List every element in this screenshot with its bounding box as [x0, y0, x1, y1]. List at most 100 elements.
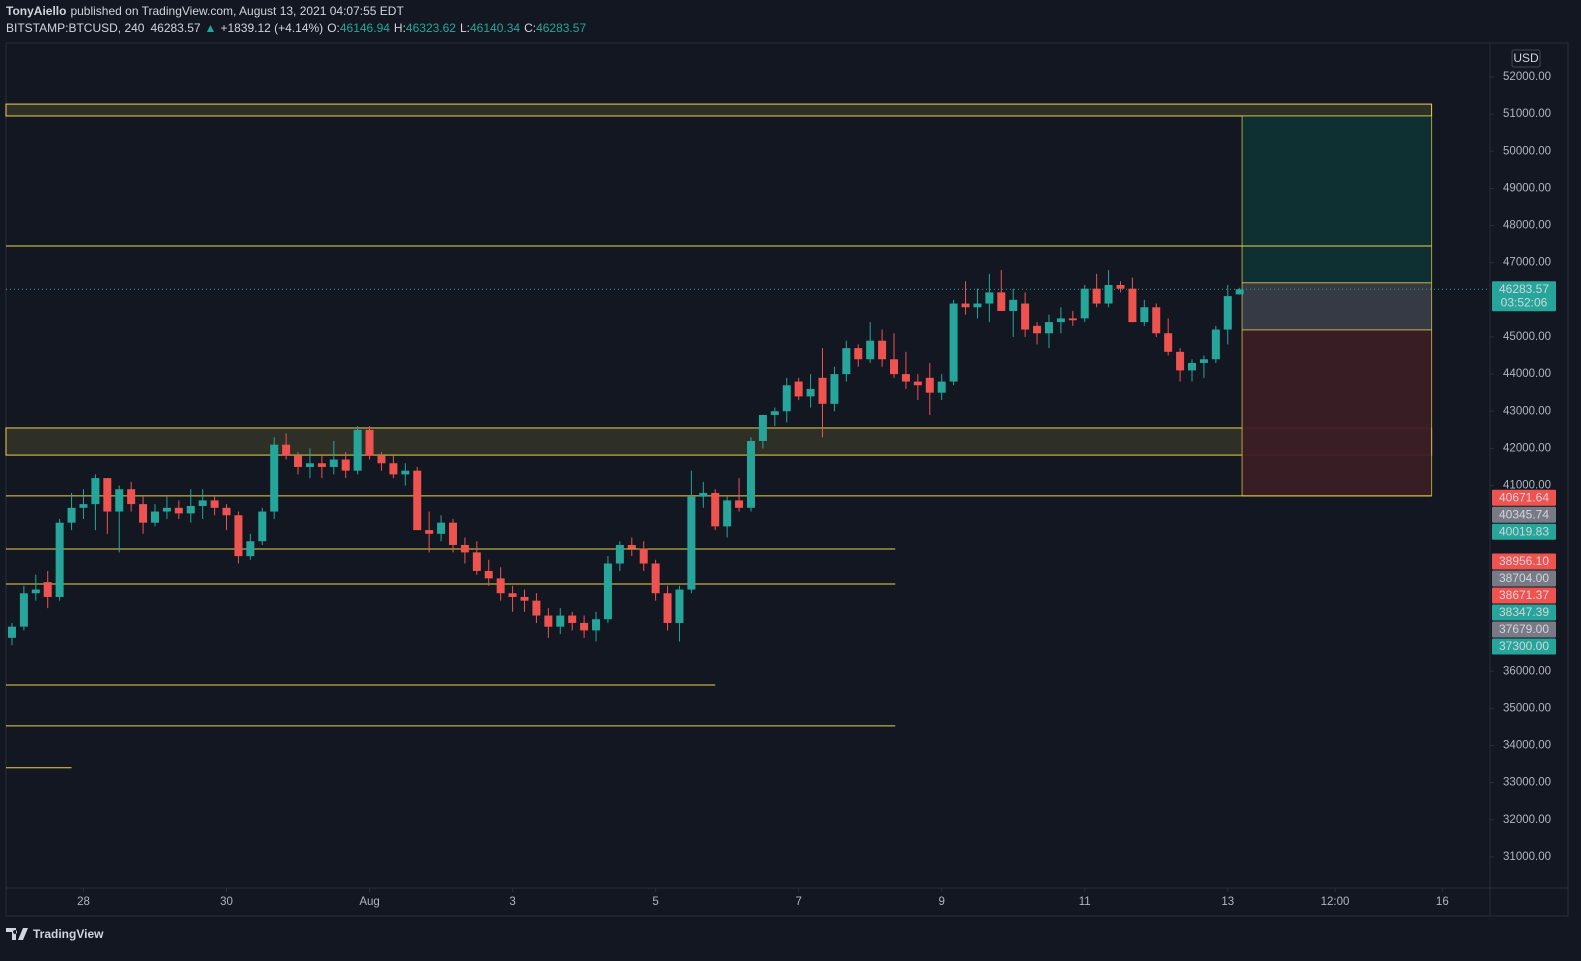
candle-body: [1176, 351, 1185, 371]
price-label: 38671.37: [1499, 588, 1549, 602]
price-label: 46283.57: [1499, 282, 1549, 296]
candle-body: [639, 548, 648, 564]
y-tick-label: 48000.00: [1503, 220, 1551, 232]
price-label-box: [1492, 570, 1556, 587]
price-label: 37679.00: [1499, 622, 1549, 636]
candle-body: [1199, 359, 1208, 363]
y-tick-label: 51000.00: [1503, 108, 1551, 120]
candle-body: [1140, 307, 1149, 323]
target-zone: [1242, 115, 1432, 283]
x-tick-label: 11: [1079, 896, 1091, 908]
candle-body: [329, 459, 338, 467]
candle-body: [1068, 318, 1077, 321]
candle-body: [1044, 322, 1053, 334]
candle-body: [1033, 325, 1042, 334]
candle-body: [1009, 299, 1018, 311]
candle-body: [282, 444, 291, 456]
plot: [5, 103, 1490, 769]
candle-body: [961, 303, 970, 308]
ohlc-key: H:: [394, 21, 406, 35]
x-tick-label: 13: [1221, 896, 1234, 908]
candle-body: [615, 544, 624, 564]
price-label: 40019.83: [1499, 524, 1549, 538]
candle-body: [699, 492, 708, 497]
candle-body: [484, 570, 493, 579]
y-tick-label: 43000.00: [1503, 405, 1551, 417]
candle-body: [186, 505, 195, 514]
candle-body: [592, 619, 601, 631]
candle-body: [1080, 288, 1089, 319]
price-label-box: [1492, 553, 1556, 570]
y-tick-label: 45000.00: [1503, 331, 1551, 343]
candle-body: [890, 359, 899, 375]
candle-body: [830, 374, 839, 404]
candle-body: [663, 593, 672, 623]
candle-body: [305, 463, 314, 467]
candle-body: [651, 563, 660, 594]
candle-body: [377, 455, 386, 464]
candle-body: [711, 492, 720, 527]
candle-body: [7, 626, 16, 638]
price-label-box: [1492, 604, 1556, 621]
y-tick-label: 42000.00: [1503, 442, 1551, 454]
candle-body: [603, 563, 612, 620]
candle-body: [198, 500, 207, 506]
candle-body: [687, 496, 696, 590]
candle-body: [496, 578, 505, 594]
candle-body: [806, 388, 815, 397]
candle-body: [448, 522, 457, 545]
countdown: 03:52:06: [1501, 295, 1548, 309]
candle-body: [723, 500, 732, 527]
entry-zone: [1242, 282, 1432, 330]
ohlc-key: L:: [460, 21, 470, 35]
candle-body: [556, 615, 565, 627]
candle-body: [997, 292, 1006, 311]
ohlc-key: O:: [327, 21, 340, 35]
candle-body: [294, 455, 303, 467]
y-tick-label: 41000.00: [1503, 480, 1551, 492]
candle-body: [1188, 362, 1197, 371]
candle-body: [520, 596, 529, 601]
logo-icon: [6, 928, 28, 940]
candle-body: [1056, 318, 1065, 323]
candle-body: [901, 374, 910, 382]
price-label: 38704.00: [1499, 571, 1549, 585]
candle-body: [43, 582, 52, 597]
candle-body: [770, 411, 779, 415]
price-label: 38347.39: [1499, 605, 1549, 619]
published: published on TradingView.com, August 13,…: [70, 4, 404, 18]
y-tick-label: 52000.00: [1503, 71, 1551, 83]
y-tick-label: 34000.00: [1503, 740, 1551, 752]
candle-body: [31, 589, 40, 594]
candle-body: [79, 504, 88, 508]
x-tick-label: 7: [795, 896, 801, 908]
candle-body: [365, 429, 374, 456]
candle-body: [246, 541, 255, 557]
candle-body: [675, 589, 684, 623]
symbol: BITSTAMP:BTCUSD, 240: [6, 21, 145, 35]
currency: USD: [1513, 51, 1539, 65]
candle-body: [317, 463, 326, 467]
x-tick-label: 9: [938, 896, 944, 908]
candle-body: [949, 303, 958, 382]
x-tick-label: Aug: [359, 896, 379, 908]
candle-body: [854, 348, 863, 360]
x-tick-label: 16: [1436, 896, 1449, 908]
candle-body: [627, 544, 636, 549]
candle-body: [985, 292, 994, 304]
candle-body: [735, 500, 744, 508]
price-label-box: [1492, 489, 1556, 506]
candle-body: [1021, 303, 1030, 330]
candle-body: [1116, 284, 1125, 289]
price-label: 37300.00: [1499, 639, 1549, 653]
candle-body: [746, 440, 755, 508]
currency-box: [1511, 49, 1541, 68]
candle-body: [1092, 288, 1101, 304]
candle-body: [55, 522, 64, 597]
price-label: 40345.74: [1499, 507, 1549, 521]
candle-body: [389, 463, 398, 475]
price-label-box: [1492, 638, 1556, 655]
candle-body: [67, 507, 76, 523]
change: +1839.12 (+4.14%): [220, 21, 323, 35]
